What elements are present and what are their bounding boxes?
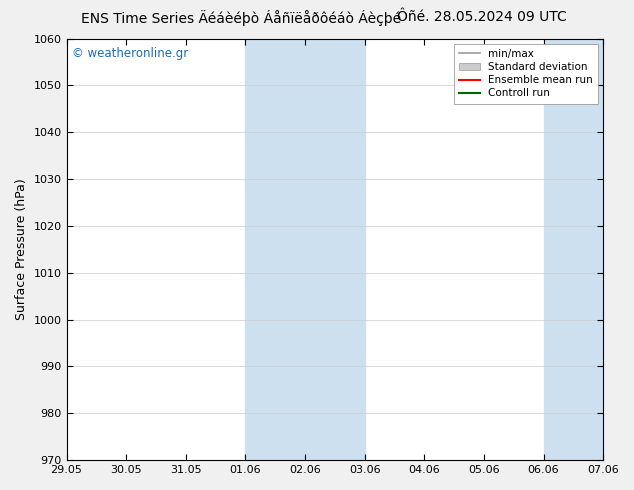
Text: ENS Time Series Äéáèéþò Áåñïëåðôéáò Áèçþé: ENS Time Series Äéáèéþò Áåñïëåðôéáò Áèçþ… xyxy=(81,10,401,26)
Text: © weatheronline.gr: © weatheronline.gr xyxy=(72,47,188,60)
Text: Ôñé. 28.05.2024 09 UTC: Ôñé. 28.05.2024 09 UTC xyxy=(397,10,567,24)
Y-axis label: Surface Pressure (hPa): Surface Pressure (hPa) xyxy=(15,178,28,320)
Bar xyxy=(543,39,603,460)
Bar xyxy=(245,39,365,460)
Legend: min/max, Standard deviation, Ensemble mean run, Controll run: min/max, Standard deviation, Ensemble me… xyxy=(453,44,598,103)
